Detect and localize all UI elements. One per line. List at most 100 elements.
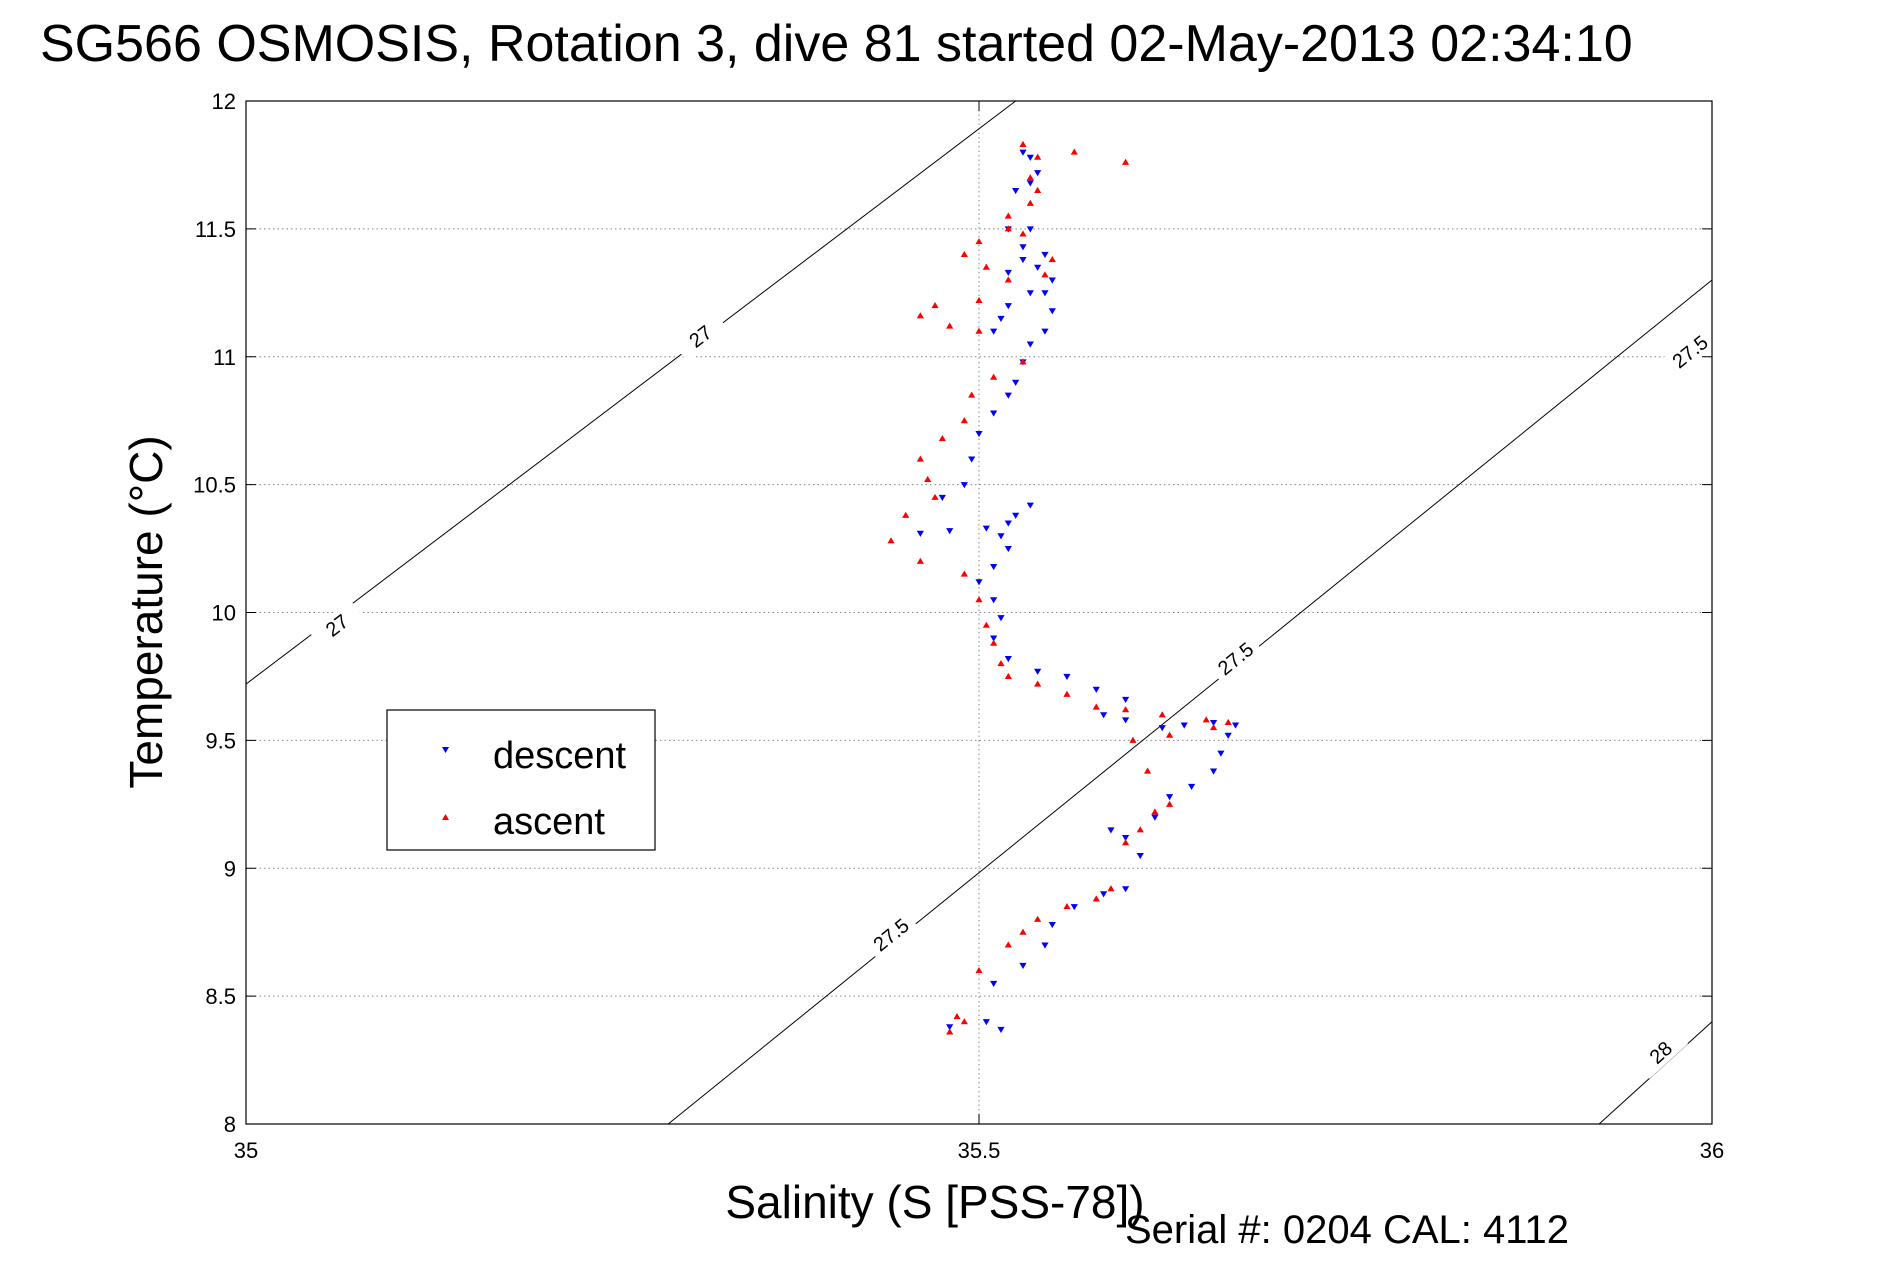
descent-point [1041, 290, 1049, 297]
descent-point [916, 530, 924, 537]
ascent-series [887, 140, 1232, 1035]
descent-series [916, 149, 1240, 1033]
descent-point [1026, 502, 1034, 509]
ascent-point [1019, 230, 1027, 237]
y-tick-label: 9.5 [205, 728, 236, 753]
descent-point [968, 456, 976, 463]
contour-line [667, 279, 1713, 1125]
x-tick-label: 36 [1700, 1138, 1724, 1163]
ascent-point [1165, 731, 1174, 738]
ascent-point [1034, 153, 1042, 160]
ascent-point [1151, 808, 1159, 815]
ascent-point [990, 639, 998, 646]
descent-point [1100, 712, 1108, 719]
ascent-point [1034, 915, 1042, 922]
descent-point [1041, 328, 1049, 335]
chart-title: SG566 OSMOSIS, Rotation 3, dive 81 start… [40, 15, 1633, 73]
descent-point [1012, 379, 1020, 386]
legend-ascent-marker [442, 814, 449, 820]
ascent-point [1041, 271, 1049, 278]
descent-point [1026, 180, 1034, 187]
descent-point [1034, 264, 1042, 271]
descent-point [1217, 750, 1225, 757]
ascent-point [975, 296, 983, 304]
ascent-point [887, 537, 895, 544]
descent-point [1070, 904, 1078, 911]
ascent-point [968, 391, 976, 398]
ascent-point [1143, 767, 1152, 774]
serial-cal-footer: Serial #: 0204 CAL: 4112 [1125, 1208, 1570, 1252]
descent-point [1151, 814, 1159, 821]
ascent-point [1034, 680, 1042, 687]
ascent-point [1019, 928, 1027, 935]
descent-point [1004, 520, 1012, 527]
descent-point [1034, 170, 1042, 177]
descent-point [990, 635, 998, 642]
ascent-point [1034, 186, 1042, 194]
descent-point [997, 533, 1005, 540]
contour-label-bg [672, 311, 729, 362]
ascent-point [1070, 148, 1078, 155]
descent-point [938, 494, 946, 502]
axis-ticks: 35 35.5 36 8 8.5 9 9.5 10 10.5 11 11.5 12 [193, 89, 1724, 1163]
y-tick-label: 9 [224, 856, 236, 881]
descent-point [982, 525, 990, 532]
ascent-point [938, 434, 946, 442]
legend-descent-label: descent [493, 735, 627, 777]
ascent-point [1209, 723, 1218, 731]
ascent-point [1092, 703, 1100, 710]
contour-label-bg [863, 909, 919, 961]
legend-descent-marker [442, 747, 449, 753]
descent-point [1100, 891, 1108, 898]
ascent-point [1048, 255, 1056, 263]
legend: descent ascent [386, 709, 656, 851]
descent-point [1004, 303, 1012, 310]
ascent-point [1107, 885, 1115, 892]
y-tick-label: 10.5 [193, 473, 236, 498]
legend-ascent-label: ascent [493, 801, 605, 843]
descent-point [1122, 835, 1130, 842]
descent-point [1209, 768, 1218, 775]
descent-point [1041, 942, 1049, 949]
descent-point [1180, 722, 1188, 729]
descent-point [1034, 668, 1042, 675]
ascent-point [1122, 706, 1130, 713]
descent-point [1224, 732, 1232, 739]
ascent-point [1122, 839, 1130, 846]
descent-point [1019, 257, 1027, 264]
descent-point [1048, 921, 1056, 929]
ascent-point [916, 312, 924, 319]
descent-point [1012, 512, 1020, 519]
ascent-point [960, 250, 968, 257]
ascent-point [953, 1012, 961, 1020]
descent-point [990, 410, 998, 417]
ascent-point [1224, 718, 1232, 725]
contour-label-bg [1633, 1026, 1689, 1079]
descent-point [1136, 852, 1144, 860]
ascent-point [1026, 199, 1034, 206]
legend-box [386, 709, 656, 851]
descent-point [946, 1024, 954, 1031]
descent-point [975, 579, 983, 586]
descent-point [990, 597, 998, 604]
ascent-point [1004, 276, 1012, 283]
descent-point [1122, 717, 1130, 724]
ascent-point [1063, 690, 1071, 697]
descent-point [1063, 673, 1071, 681]
ascent-point [960, 570, 968, 577]
ascent-point [931, 302, 939, 309]
y-tick-label: 8.5 [205, 984, 236, 1009]
contour-label-bg [1662, 325, 1718, 378]
ascent-point [1129, 736, 1137, 743]
descent-point [1048, 308, 1056, 315]
ascent-point [931, 493, 939, 500]
x-tick-label: 35.5 [958, 1138, 1001, 1163]
ascent-point [1026, 174, 1034, 181]
ascent-point [1004, 225, 1012, 232]
descent-point [1019, 149, 1027, 156]
descent-point [982, 1019, 990, 1026]
y-tick-label: 12 [212, 89, 236, 114]
descent-point [946, 528, 954, 535]
